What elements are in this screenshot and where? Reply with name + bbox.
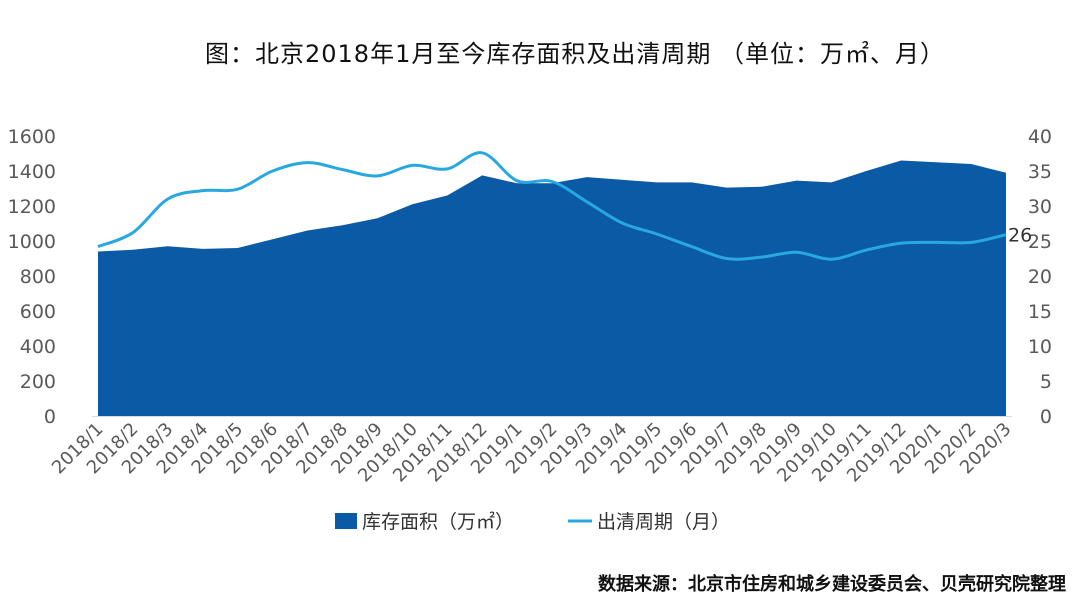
source-note: 数据来源：北京市住房和城乡建设委员会、贝壳研究院整理 [598, 573, 1066, 595]
legend: 库存面积（万㎡） 出清周期（月） [335, 510, 730, 533]
left-y-tick-label: 800 [20, 266, 56, 288]
legend-swatch-inventory [335, 513, 357, 529]
right-y-tick-label: 35 [1028, 161, 1052, 183]
plot-area: 26 [98, 153, 1032, 416]
left-y-tick-label: 200 [20, 371, 56, 393]
left-y-axis: 0 200 400 600 800 1000 1200 1400 1600 [8, 126, 56, 428]
legend-label-inventory: 库存面积（万㎡） [362, 510, 514, 533]
inventory-area [98, 161, 1006, 417]
clearance-last-label: 26 [1008, 225, 1032, 247]
right-y-tick-label: 15 [1028, 301, 1052, 323]
right-y-tick-label: 40 [1028, 126, 1052, 148]
chart-title: 图：北京2018年1月至今库存面积及出清周期 （单位：万㎡、月） [205, 40, 945, 68]
right-y-tick-label: 0 [1040, 406, 1052, 428]
right-y-tick-label: 5 [1040, 371, 1052, 393]
x-axis: 2018/12018/22018/32018/42018/52018/62018… [48, 417, 1016, 487]
left-y-tick-label: 1200 [8, 196, 56, 218]
right-y-tick-label: 30 [1028, 196, 1052, 218]
left-y-tick-label: 400 [20, 336, 56, 358]
left-y-tick-label: 0 [44, 406, 56, 428]
left-y-tick-label: 1400 [8, 161, 56, 183]
right-y-tick-label: 20 [1028, 266, 1052, 288]
right-y-tick-label: 10 [1028, 336, 1052, 358]
left-y-tick-label: 1600 [8, 126, 56, 148]
legend-label-clearance: 出清周期（月） [597, 511, 730, 533]
left-y-tick-label: 1000 [8, 231, 56, 253]
left-y-tick-label: 600 [20, 301, 56, 323]
